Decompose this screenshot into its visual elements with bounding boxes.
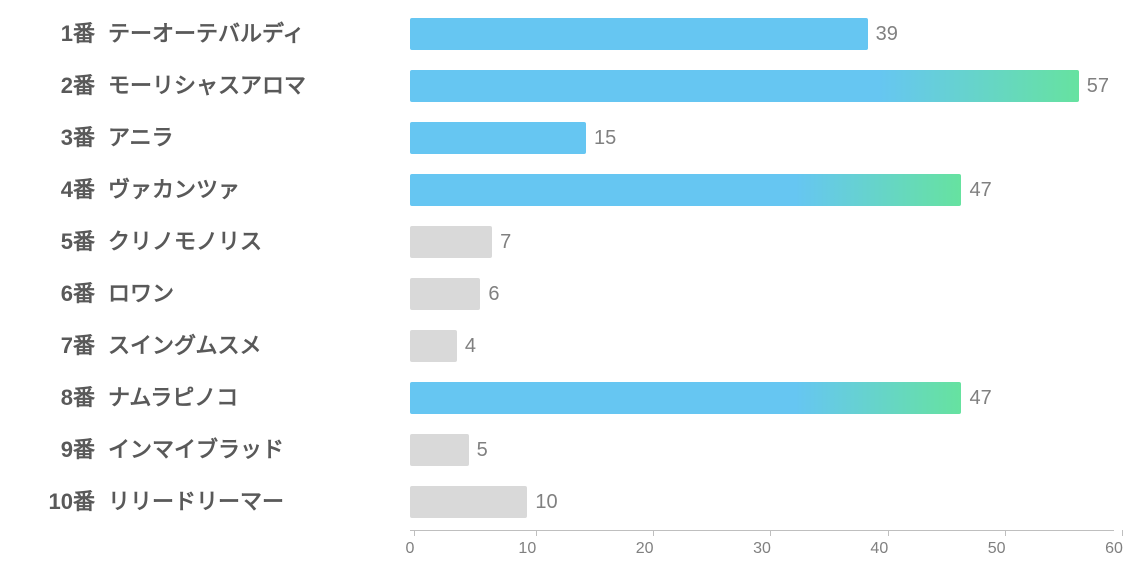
bar	[410, 382, 961, 414]
bar-value-label: 7	[492, 226, 511, 258]
tick-label: 10	[518, 540, 536, 558]
bar	[410, 486, 527, 518]
tick-mark	[536, 530, 537, 536]
x-axis-tick: 10	[527, 530, 545, 558]
bar-value-label: 57	[1079, 70, 1109, 102]
chart-row: 4番ヴァカンツァ 47	[0, 164, 1134, 216]
bar-track: 5	[410, 434, 1114, 466]
row-number-label: 7番	[0, 320, 95, 372]
row-name-label: ヴァカンツァ	[108, 164, 398, 216]
tick-mark	[770, 530, 771, 536]
tick-mark	[1122, 530, 1123, 536]
x-axis-tick: 50	[997, 530, 1015, 558]
bar-value-label: 15	[586, 122, 616, 154]
x-axis-tick: 60	[1114, 530, 1132, 558]
tick-mark	[888, 530, 889, 536]
row-number-label: 2番	[0, 60, 95, 112]
bar-track: 57	[410, 70, 1114, 102]
x-axis-tick: 0	[410, 530, 419, 558]
row-name-label: モーリシャスアロマ	[108, 60, 398, 112]
x-axis: 0102030405060	[410, 530, 1114, 560]
row-name-label: スイングムスメ	[108, 320, 398, 372]
row-number-label: 3番	[0, 112, 95, 164]
tick-label: 40	[870, 540, 888, 558]
row-number-label: 4番	[0, 164, 95, 216]
chart-row: 5番クリノモノリス 7	[0, 216, 1134, 268]
bar-value-label: 47	[961, 382, 991, 414]
bar-track: 39	[410, 18, 1114, 50]
row-name-label: リリードリーマー	[108, 476, 398, 528]
horizontal-bar-chart: 1番テーオーテバルディ392番モーリシャスアロマ573番アニラ154番ヴァカンツ…	[0, 0, 1134, 567]
bar	[410, 18, 868, 50]
bar-track: 10	[410, 486, 1114, 518]
row-number-label: 10番	[0, 476, 95, 528]
bar-track: 15	[410, 122, 1114, 154]
row-name-label: インマイブラッド	[108, 424, 398, 476]
bar-track: 4	[410, 330, 1114, 362]
bar	[410, 434, 469, 466]
tick-mark	[1005, 530, 1006, 536]
chart-row: 10番リリードリーマー 10	[0, 476, 1134, 528]
chart-row: 8番ナムラピノコ 47	[0, 372, 1134, 424]
tick-mark	[653, 530, 654, 536]
bar-value-label: 10	[527, 486, 557, 518]
chart-row: 2番モーリシャスアロマ 57	[0, 60, 1134, 112]
row-number-label: 1番	[0, 8, 95, 60]
row-name-label: アニラ	[108, 112, 398, 164]
tick-label: 50	[988, 540, 1006, 558]
bar	[410, 122, 586, 154]
bar-value-label: 39	[868, 18, 898, 50]
tick-label: 0	[406, 540, 415, 558]
x-axis-tick: 20	[645, 530, 663, 558]
bar-value-label: 47	[961, 174, 991, 206]
bar-value-label: 5	[469, 434, 488, 466]
bar-track: 47	[410, 174, 1114, 206]
tick-mark	[414, 530, 415, 536]
bar-track: 7	[410, 226, 1114, 258]
x-axis-tick: 40	[879, 530, 897, 558]
bar-track: 6	[410, 278, 1114, 310]
row-number-label: 8番	[0, 372, 95, 424]
tick-label: 30	[753, 540, 771, 558]
tick-label: 20	[636, 540, 654, 558]
bar-value-label: 6	[480, 278, 499, 310]
row-number-label: 9番	[0, 424, 95, 476]
bar	[410, 278, 480, 310]
bar	[410, 330, 457, 362]
x-axis-tick: 30	[762, 530, 780, 558]
row-number-label: 6番	[0, 268, 95, 320]
chart-row: 3番アニラ 15	[0, 112, 1134, 164]
chart-row: 1番テーオーテバルディ 39	[0, 8, 1134, 60]
row-number-label: 5番	[0, 216, 95, 268]
chart-row: 7番スイングムスメ 4	[0, 320, 1134, 372]
bar-value-label: 4	[457, 330, 476, 362]
tick-label: 60	[1105, 540, 1123, 558]
bar	[410, 226, 492, 258]
bar-track: 47	[410, 382, 1114, 414]
row-name-label: ロワン	[108, 268, 398, 320]
row-name-label: クリノモノリス	[108, 216, 398, 268]
row-name-label: ナムラピノコ	[108, 372, 398, 424]
chart-row: 6番ロワン 6	[0, 268, 1134, 320]
bar	[410, 174, 961, 206]
row-name-label: テーオーテバルディ	[108, 8, 398, 60]
bar	[410, 70, 1079, 102]
chart-row: 9番インマイブラッド 5	[0, 424, 1134, 476]
